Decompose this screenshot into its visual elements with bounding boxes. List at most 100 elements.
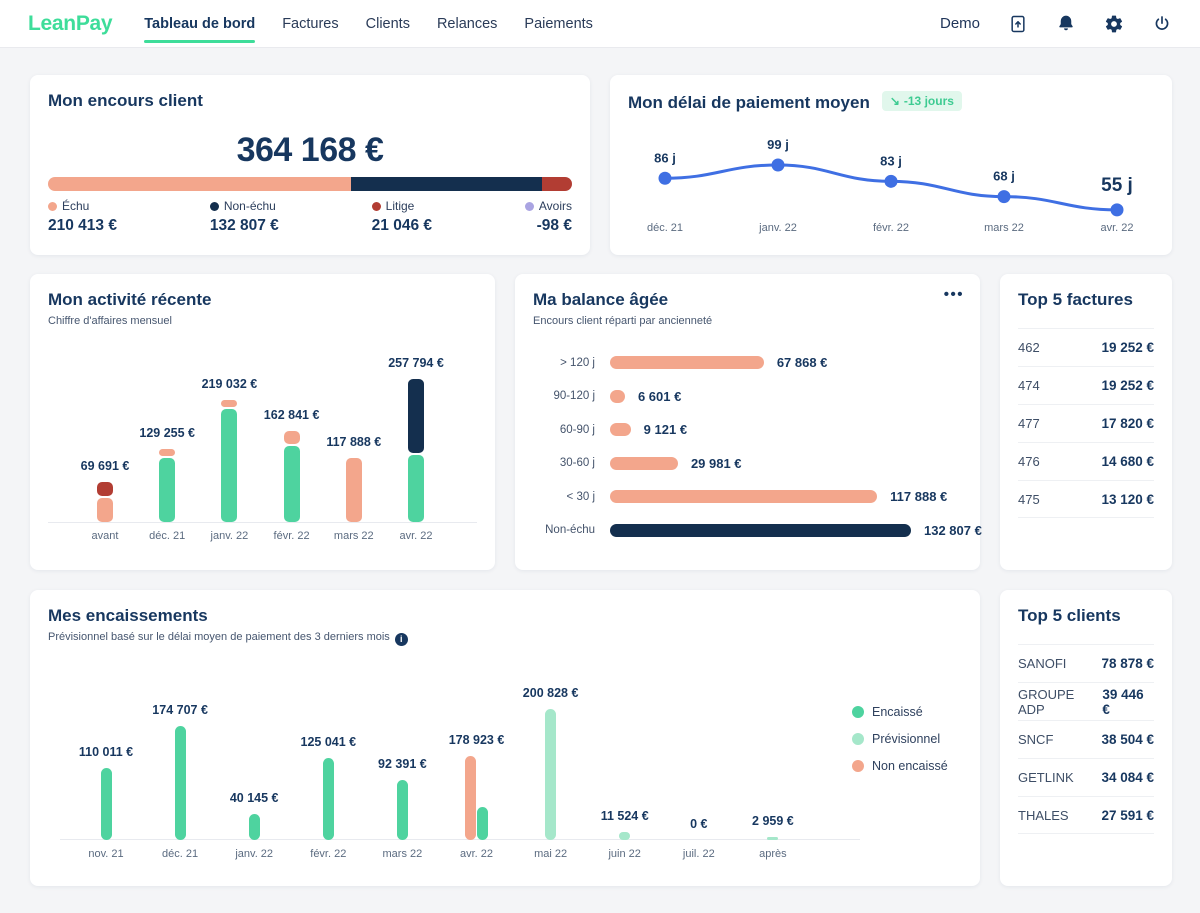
delai-point-fevr-22[interactable] xyxy=(884,174,898,188)
encaissements-x-label: avr. 22 xyxy=(459,848,494,860)
card-encaissements: Mes encaissements Prévisionnel basé sur … xyxy=(30,590,980,886)
legend-label: Encaissé xyxy=(872,705,923,719)
card-title: Mon délai de paiement moyen ↘ -13 jours xyxy=(628,91,962,113)
nav-item-clients[interactable]: Clients xyxy=(365,15,410,32)
client-value: 27 591 € xyxy=(1101,807,1154,823)
encours-stacked-bar[interactable] xyxy=(48,177,572,191)
activite-x-label: avr. 22 xyxy=(399,530,433,542)
document-upload-icon[interactable] xyxy=(1007,13,1028,34)
legend-dot xyxy=(48,201,57,211)
client-row-getlink[interactable]: GETLINK 34 084 € xyxy=(1018,758,1154,796)
balance-value: 132 807 € xyxy=(924,522,982,538)
card-subtitle: Prévisionnel basé sur le délai moyen de … xyxy=(48,631,408,646)
activite-bar-fevr-22[interactable] xyxy=(283,430,300,522)
balance-bar-60-90-j[interactable] xyxy=(610,423,631,437)
balance-row--120-j: > 120 j 67 868 € xyxy=(533,346,963,380)
delai-point-avr-22[interactable] xyxy=(1110,203,1124,217)
legend-item-non-encaisse: Non encaissé xyxy=(852,759,948,773)
facture-value: 14 680 € xyxy=(1101,454,1154,469)
client-row-groupe-adp[interactable]: GROUPE ADP 39 446 € xyxy=(1018,682,1154,720)
card-top-clients: Top 5 clients SANOFI 78 878 € GROUPE ADP 39… xyxy=(1000,590,1172,886)
balance-category-label: < 30 j xyxy=(566,490,595,503)
balance-bar--30-j[interactable] xyxy=(610,490,878,504)
encaissements-bar-green-dec-21[interactable] xyxy=(174,726,186,840)
user-menu[interactable]: Demo xyxy=(939,15,980,32)
bar-segment-green xyxy=(283,445,300,522)
ellipsis-menu-icon[interactable]: ••• xyxy=(943,286,964,303)
encaissements-x-label: déc. 21 xyxy=(162,848,199,860)
legend-dot xyxy=(209,201,219,211)
facture-value: 13 120 € xyxy=(1101,491,1154,507)
encours-segment-echu[interactable] xyxy=(48,177,351,191)
encaissements-bar-green-fevr-22[interactable] xyxy=(322,758,334,840)
activite-bar-avant[interactable] xyxy=(97,481,113,522)
power-icon[interactable] xyxy=(1151,13,1172,34)
client-row-sanofi[interactable]: SANOFI 78 878 € xyxy=(1018,644,1154,682)
delai-line-chart[interactable]: 86 j déc. 21 99 j janv. 22 83 j févr. 22 68 j m… xyxy=(610,75,1172,253)
balance-bar-30-60-j[interactable] xyxy=(610,456,678,470)
client-row-sncf[interactable]: SNCF 38 504 € xyxy=(1018,720,1154,758)
delai-point-mars-22[interactable] xyxy=(997,190,1011,204)
encaissements-bar-green-avr-22[interactable] xyxy=(477,807,488,840)
encaissements-bar-light_green-mai-22[interactable] xyxy=(545,709,557,840)
legend-label: Échu xyxy=(62,199,90,213)
balance-row-30-60-j: 30-60 j 29 981 € xyxy=(533,447,963,481)
info-icon[interactable]: i xyxy=(394,633,408,646)
card-title: Ma balance âgée xyxy=(533,290,669,309)
encaissements-bar-green-mars-22[interactable] xyxy=(396,779,408,840)
balance-category-label: 90-120 j xyxy=(553,390,595,403)
legend-value: 21 046 € xyxy=(371,217,432,234)
facture-row-477[interactable]: 477 17 820 € xyxy=(1018,404,1154,442)
facture-row-475[interactable]: 475 13 120 € xyxy=(1018,480,1154,518)
activite-value-label: 69 691 € xyxy=(80,458,130,473)
facture-row-474[interactable]: 474 19 252 € xyxy=(1018,366,1154,404)
delai-point-label: 99 j xyxy=(767,137,789,152)
legend-label: Non-échu xyxy=(223,199,276,213)
nav-item-tableau-de-bord[interactable]: Tableau de bord xyxy=(144,12,255,43)
bell-icon[interactable] xyxy=(1055,13,1076,34)
facture-label: 475 xyxy=(1018,491,1040,507)
client-label: THALES xyxy=(1018,807,1069,823)
activite-bar-avr-22[interactable] xyxy=(408,379,424,522)
activite-bar-janv-22[interactable] xyxy=(221,400,238,522)
client-row-thales[interactable]: THALES 27 591 € xyxy=(1018,796,1154,834)
legend-dot xyxy=(852,760,864,772)
facture-label: 477 xyxy=(1018,416,1040,431)
encaissements-value-label: 125 041 € xyxy=(300,735,357,750)
x-axis-line xyxy=(60,839,860,840)
balance-row-60-90-j: 60-90 j 9 121 € xyxy=(533,413,963,447)
nav-item-relances[interactable]: Relances xyxy=(436,15,498,32)
balance-category-label: Non-échu xyxy=(545,524,595,537)
balance-bar-90-120-j[interactable] xyxy=(610,389,625,403)
nav-item-paiements[interactable]: Paiements xyxy=(524,15,593,32)
legend-label: Non encaissé xyxy=(872,759,948,773)
encaissements-bar-light_green-apres[interactable] xyxy=(767,837,779,840)
chart-legend: Encaissé Prévisionnel Non encaissé xyxy=(852,705,948,773)
activite-bar-dec-21[interactable] xyxy=(159,449,176,522)
card-encours-client: Mon encours client 364 168 € Échu 210 413… xyxy=(30,75,590,255)
encours-segment-non-echu[interactable] xyxy=(350,177,542,191)
facture-value: 19 252 € xyxy=(1101,378,1154,393)
encaissements-bar-green-janv-22[interactable] xyxy=(248,813,260,840)
bar-segment-green xyxy=(159,457,176,522)
encaissements-bar-green-nov-21[interactable] xyxy=(100,768,112,840)
encaissements-bar-light_green-juin-22[interactable] xyxy=(619,832,631,840)
balance-bar--120-j[interactable] xyxy=(610,356,764,370)
balance-bar-non-echu[interactable] xyxy=(610,523,911,537)
balance-value: 67 868 € xyxy=(776,355,828,371)
balance-value: 9 121 € xyxy=(643,422,688,438)
client-value: 78 878 € xyxy=(1101,656,1154,671)
gear-icon[interactable] xyxy=(1103,13,1124,34)
encaissements-value-label: 178 923 € xyxy=(448,732,505,747)
activite-bar-mars-22[interactable] xyxy=(345,457,362,522)
facture-row-476[interactable]: 476 14 680 € xyxy=(1018,442,1154,480)
bar-segment-navy_bar xyxy=(408,379,424,453)
encours-segment-litige[interactable] xyxy=(541,177,572,191)
delai-point-dec-21[interactable] xyxy=(658,171,672,185)
delai-point-janv-22[interactable] xyxy=(771,158,785,172)
encaissements-bar-salmon-avr-22[interactable] xyxy=(465,755,476,840)
nav-item-factures[interactable]: Factures xyxy=(282,15,339,32)
brand-logo[interactable]: LeanPay xyxy=(28,11,113,35)
facture-row-462[interactable]: 462 19 252 € xyxy=(1018,328,1154,366)
bar-segment-salmon xyxy=(345,457,362,522)
